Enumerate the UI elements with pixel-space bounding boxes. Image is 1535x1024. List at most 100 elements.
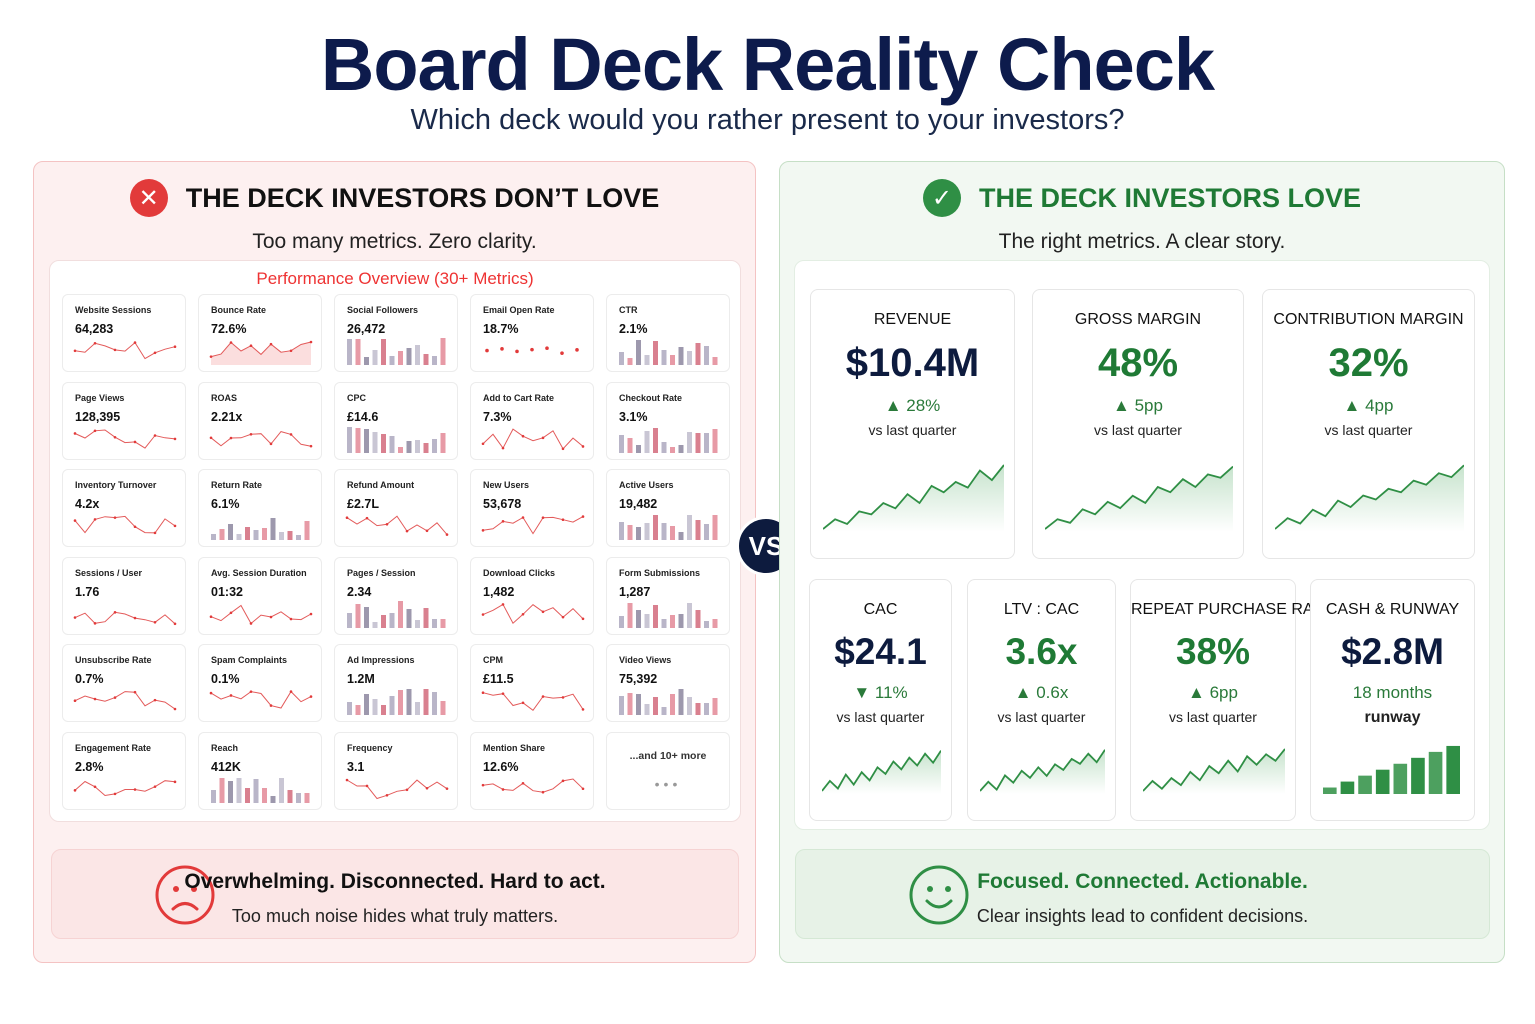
metric-label: CPC [347, 392, 367, 403]
sparkline-line [73, 428, 177, 449]
metric-value: 64,283 [75, 322, 114, 336]
spark-line [482, 603, 584, 624]
spark-bar [389, 612, 395, 628]
spark-dot [530, 347, 534, 352]
kpi-card: REPEAT PURCHASE RATE 38% ▲ 6pp vs last quar… [1130, 579, 1333, 821]
spark-bar [619, 615, 624, 628]
metric-value: 3.1 [347, 759, 365, 774]
spark-bar [627, 358, 633, 365]
spark-bar [364, 694, 369, 715]
spark-bar [627, 602, 633, 628]
page-subtitle: Which deck would you rather present to y… [410, 104, 1125, 136]
runway-bar [1393, 763, 1408, 794]
spark-bar [636, 609, 641, 628]
spark-point [561, 447, 565, 450]
metric-card: Reach 412K [198, 731, 322, 810]
spark-line [74, 341, 176, 360]
spark-bar [695, 520, 701, 540]
spark-point [133, 787, 137, 791]
metric-value: 26,472 [347, 322, 386, 336]
performance-overview-title: Performance Overview (30+ Metrics) [256, 269, 534, 288]
spark-bar [432, 692, 437, 715]
kpi-card: CAC $24.1 ▼ 11% vs last quarter [809, 579, 952, 821]
metric-value: £14.6 [347, 409, 379, 424]
spark-point [209, 614, 213, 618]
spark-point [133, 341, 137, 344]
kpi-value: 3.6x [1005, 631, 1078, 672]
metric-label: Form Submissions [619, 567, 701, 578]
spark-bar [432, 618, 437, 628]
spark-line [210, 430, 312, 447]
spark-point [269, 342, 273, 346]
spark-point [501, 446, 505, 449]
spark-bar [644, 613, 650, 628]
runway-bars [1323, 745, 1460, 794]
spark-bar [270, 518, 276, 540]
spark-bar [423, 689, 429, 715]
spark-point [481, 441, 485, 445]
trend-area [823, 465, 1004, 532]
sparkline-bars [619, 340, 718, 365]
metric-value: 4.2x [75, 497, 100, 511]
spark-point [561, 518, 565, 522]
bad-deck-panel: ✕ THE DECK INVESTORS DON’T LOVE Too many… [33, 161, 756, 963]
metric-value: 128,395 [75, 409, 121, 424]
kpi-delta: ▼ 11% [853, 683, 908, 702]
spark-bar [245, 787, 250, 803]
sad-face-icon [155, 865, 215, 925]
more-metrics-text: ...and 10+ more [629, 749, 707, 762]
spark-point [209, 355, 213, 358]
spark-bar [440, 338, 446, 365]
kpi-label: REVENUE [873, 311, 952, 328]
spark-bar [670, 614, 675, 628]
spark-line [210, 604, 312, 624]
metric-label: Mention Share [483, 742, 546, 753]
spark-bar [440, 432, 446, 453]
spark-point [481, 691, 485, 695]
spark-point [581, 616, 585, 620]
spark-point [385, 522, 389, 526]
page-title: Board Deck Reality Check [320, 23, 1215, 106]
spark-bar [347, 339, 352, 365]
kpi-label: CAC [863, 601, 898, 618]
metric-value: 18.7% [483, 322, 519, 336]
spark-point [385, 793, 389, 797]
spark-bar [398, 690, 403, 715]
metric-label: Refund Amount [347, 480, 415, 490]
spark-point [249, 432, 253, 436]
spark-point [501, 692, 505, 695]
spark-point [501, 520, 505, 523]
spark-bar [636, 527, 641, 540]
kpi-value: 32% [1328, 341, 1409, 385]
spark-bar [304, 792, 310, 803]
performance-overview: Performance Overview (30+ Metrics) Websi… [49, 260, 741, 822]
spark-point [365, 516, 369, 520]
metric-label: Video Views [619, 655, 672, 665]
spark-bar [661, 441, 667, 453]
trend-sparkline [980, 749, 1105, 794]
spark-bar [296, 535, 301, 540]
spark-bar [415, 439, 420, 453]
spark-bar [364, 428, 369, 453]
sparkline-bars [619, 515, 718, 540]
spark-bar [704, 524, 709, 540]
sparkline-line [345, 515, 449, 536]
spark-point [309, 444, 313, 447]
spark-bar [279, 532, 284, 540]
metric-card: CPC £14.6 [334, 381, 458, 460]
spark-bar [262, 787, 267, 803]
spark-bar [381, 614, 386, 628]
spark-point [113, 610, 117, 614]
metric-card: Spam Complaints 0.1% [198, 644, 322, 722]
kpi-label: REPEAT PURCHASE RATE [1131, 601, 1333, 618]
spark-point [153, 531, 157, 535]
spark-point [249, 690, 253, 693]
spark-bar [398, 600, 403, 628]
metric-label: Unsubscribe Rate [75, 655, 152, 665]
spark-bar [372, 621, 378, 628]
metric-value: 2.34 [347, 584, 372, 599]
spark-bar [661, 707, 667, 715]
kpi-note: vs last quarter [868, 422, 957, 438]
kpi-label: GROSS MARGIN [1074, 311, 1202, 328]
trend-line [1045, 465, 1233, 530]
